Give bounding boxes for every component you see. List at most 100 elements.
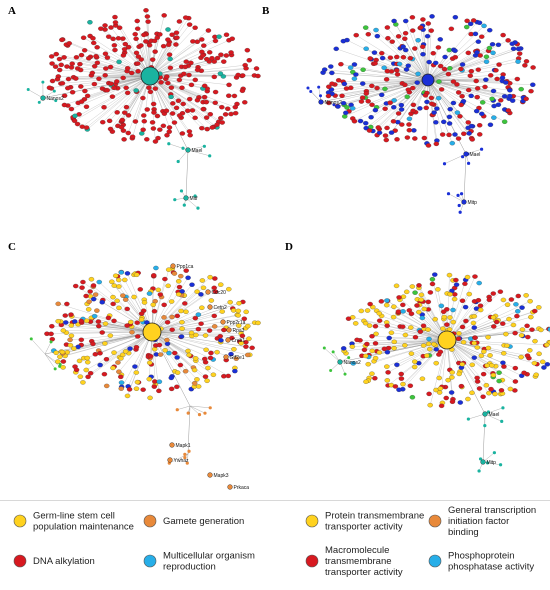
network-node [341,101,346,105]
network-node [348,86,353,90]
network-node [364,342,369,346]
network-node [115,360,120,364]
network-node [163,348,168,352]
network-node [489,363,494,367]
network-node [185,109,190,113]
network-node [167,125,172,129]
network-node [225,107,230,111]
network-node [438,64,443,68]
network-node [419,293,424,297]
network-node [165,81,170,85]
network-node [483,424,486,427]
network-node [513,379,518,383]
network-node [326,94,331,98]
network-node [511,47,516,51]
network-node [115,299,120,303]
network-node [459,103,464,107]
network-node [139,317,144,321]
network-node [161,44,166,48]
network-node [56,319,61,323]
network-node [358,119,363,123]
network-node [377,311,382,315]
network-node [207,50,212,54]
network-node [506,38,511,42]
network-node [104,384,109,388]
network-node [306,87,309,90]
network-node [150,120,155,124]
network-node [420,377,425,381]
nodes [27,8,261,210]
network-node [408,325,413,329]
network-node [166,43,171,47]
network-node [174,106,179,110]
network-node [499,388,504,392]
network-node [211,373,216,377]
network-node [319,94,322,97]
network-node [123,349,128,353]
network-node [84,319,89,323]
network-node [216,35,221,39]
network-node [469,69,474,73]
labeled-node [481,460,486,465]
network-node [516,47,521,51]
network-node [519,87,524,91]
network-node [121,53,126,57]
network-node [247,58,252,62]
network-node [417,106,422,110]
network-node [53,90,56,93]
network-node [332,350,335,353]
network-node [121,76,126,80]
network-node [125,66,130,70]
network-node [481,350,486,354]
network-node [57,57,62,61]
network-node [157,343,162,347]
network-node [501,364,506,368]
network-node [111,302,116,306]
network-node [170,33,175,37]
network-node [454,283,459,287]
network-node [481,24,486,28]
network-node [105,88,110,92]
network-node [418,330,423,334]
node-label: Ywhaz [174,458,190,464]
network-node [503,80,508,84]
network-node [343,111,348,115]
network-node [410,395,415,399]
network-node [494,320,499,324]
network-node [474,50,479,54]
network-node [515,309,520,313]
network-node [436,45,441,49]
network-node [179,327,184,331]
network-node [148,354,153,358]
network-node [139,312,144,316]
network-node [532,309,537,313]
network-node [128,320,133,324]
network-node [236,313,241,317]
network-node [111,37,116,41]
network-node [98,363,103,367]
network-node [146,20,151,24]
network-node [499,463,502,466]
network-node [173,42,178,46]
node-label: Nanos2 [344,360,361,366]
network-node [437,376,442,380]
network-node [341,346,346,350]
network-node [208,351,213,355]
network-node [415,80,420,84]
network-node [69,334,74,338]
network-node [433,61,438,65]
network-node [461,340,466,344]
network-node [472,356,477,360]
network-node [373,108,378,112]
network-node [193,116,198,120]
network-node [477,281,482,285]
network-node [72,319,77,323]
network-node [231,347,236,351]
network-node [367,324,372,328]
network-node [439,304,444,308]
network-node [514,314,519,318]
network-node [212,324,217,328]
network-node [89,277,94,281]
network-node [490,51,495,55]
network-node [406,88,411,92]
